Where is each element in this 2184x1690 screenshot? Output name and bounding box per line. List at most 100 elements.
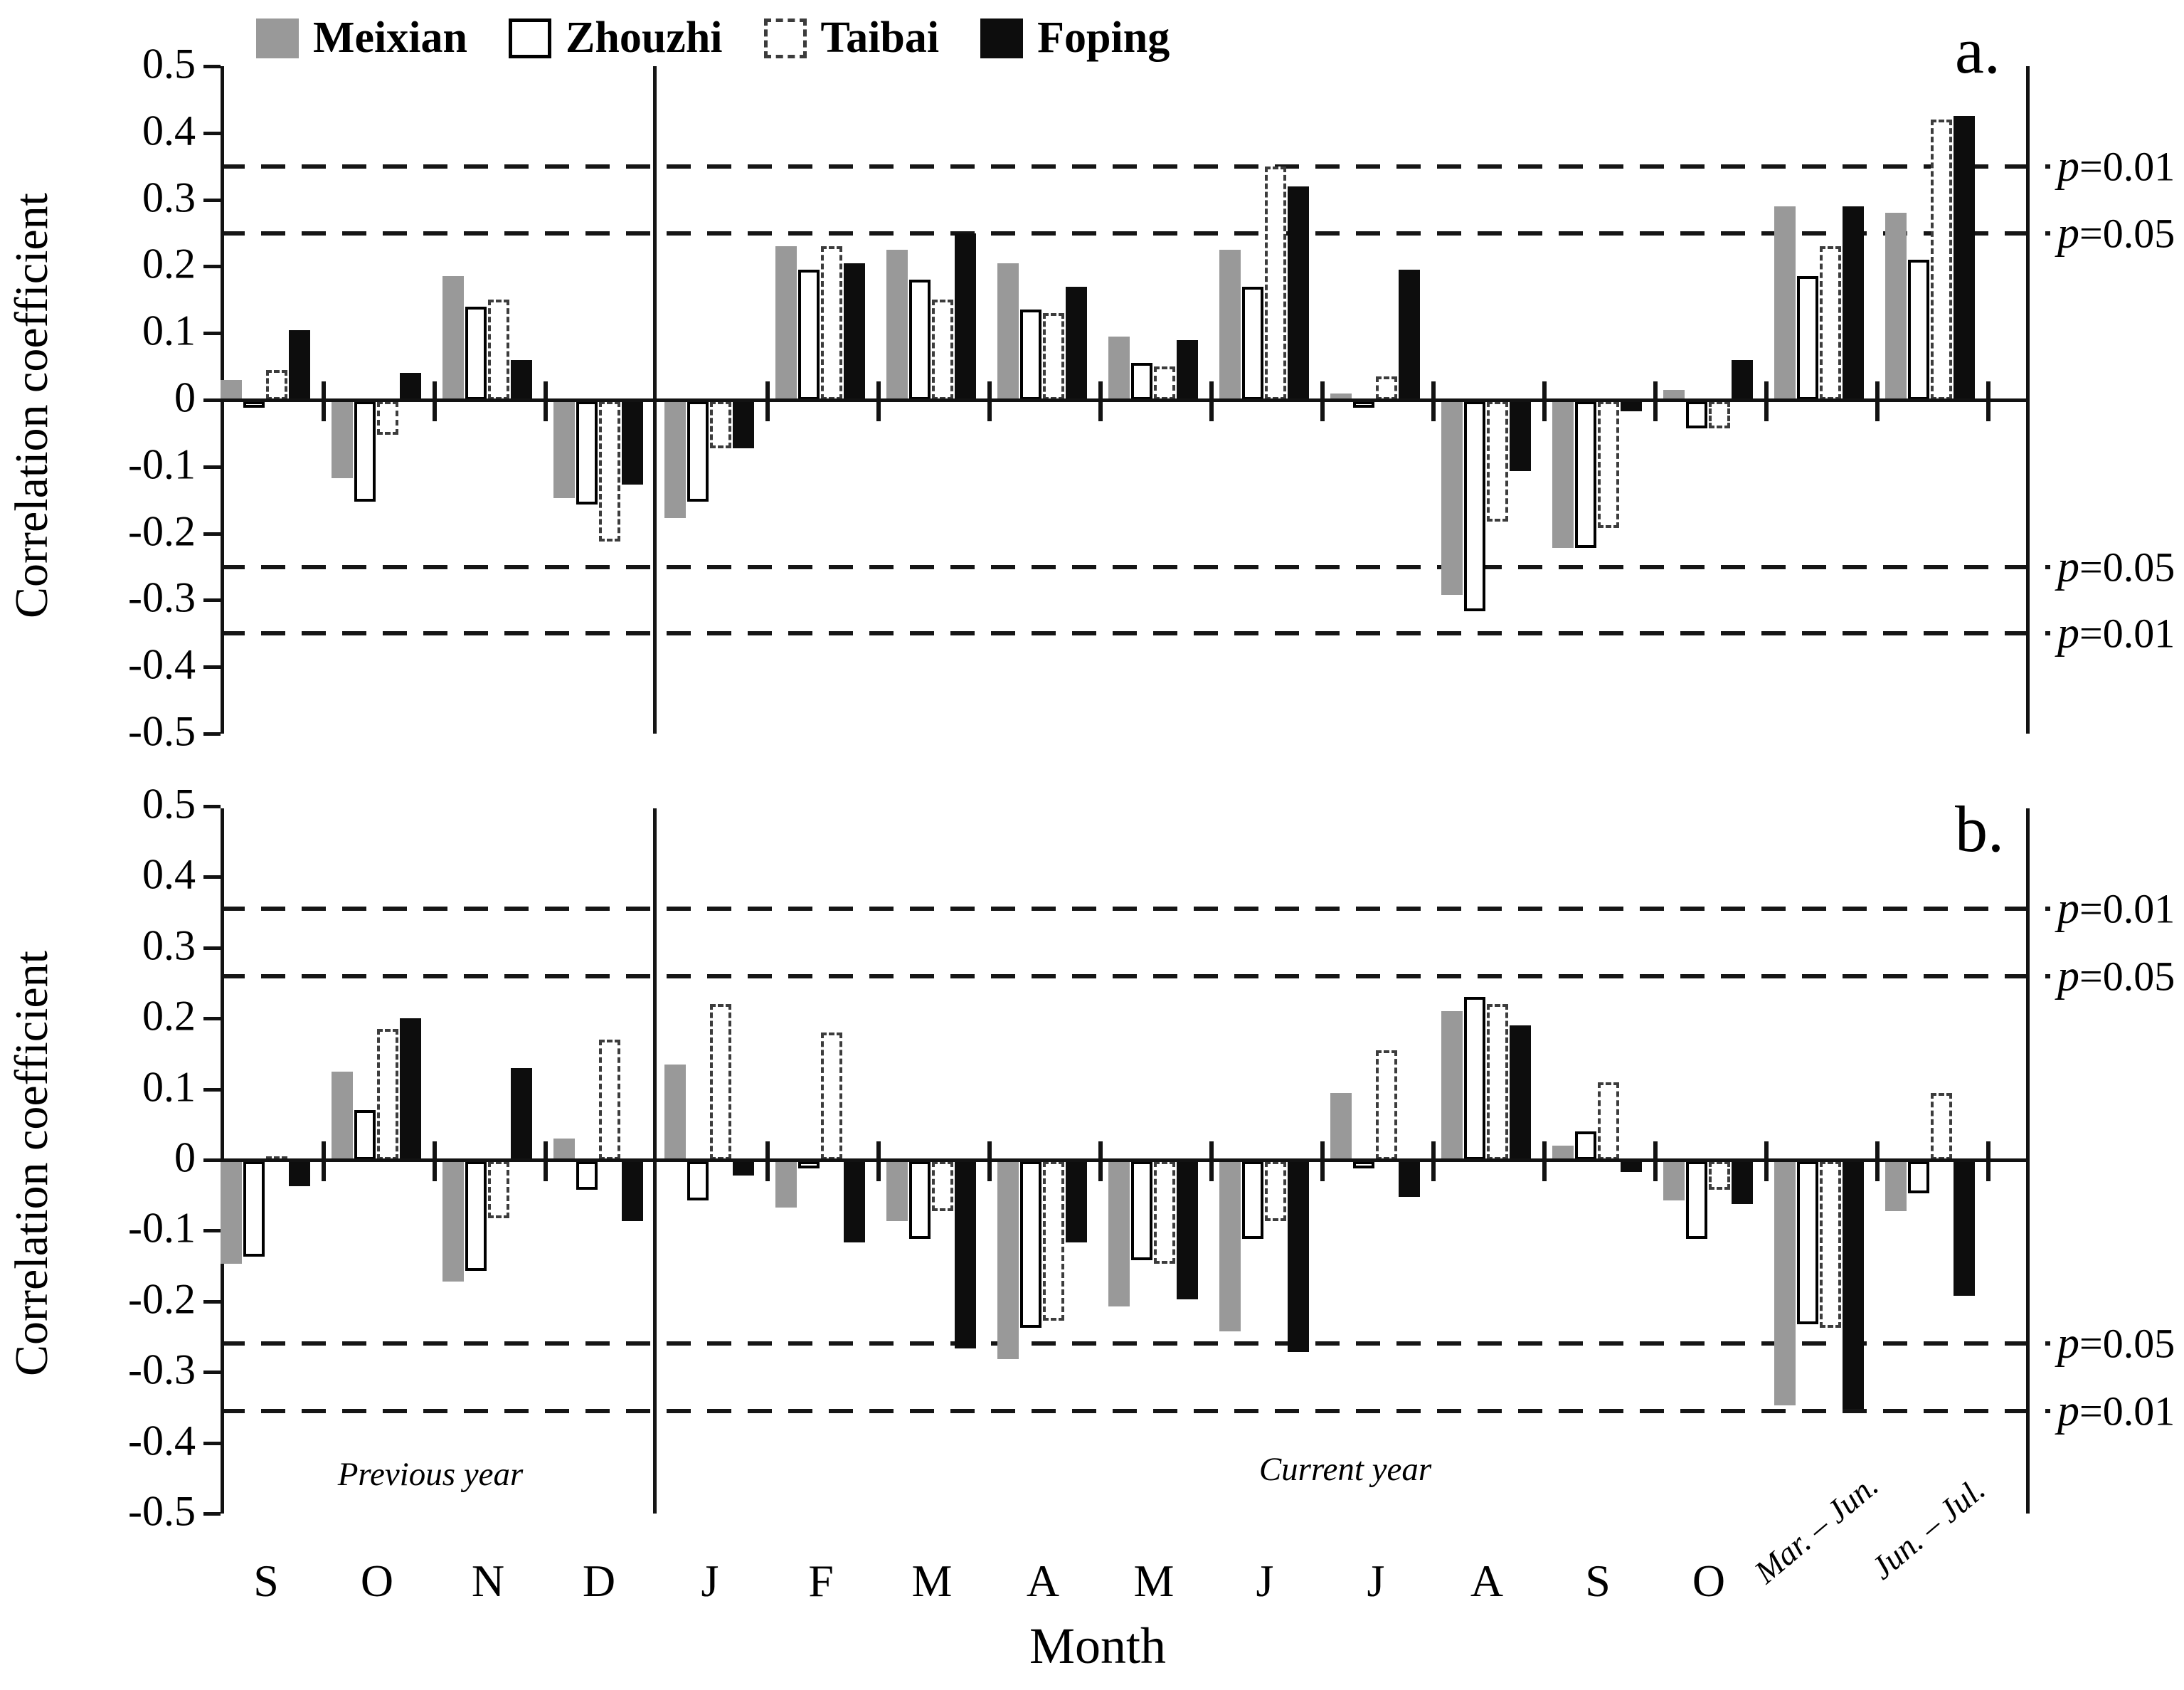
- bar-zhouzhi-M: [1131, 1161, 1152, 1261]
- bar-meixian-J: [1219, 249, 1241, 400]
- bar-zhouzhi-F: [798, 270, 820, 400]
- bar-meixian-J: [664, 1064, 686, 1160]
- bar-meixian-A: [1441, 401, 1463, 596]
- x-axis-group-tick: [1098, 1141, 1103, 1181]
- y-axis-tick-label: 0.5: [142, 780, 196, 828]
- bar-meixian-O: [332, 401, 353, 478]
- bar-zhouzhi-O: [1686, 1161, 1707, 1240]
- bar-meixian-D: [553, 401, 575, 498]
- y-axis-tick-label: 0.3: [142, 174, 196, 221]
- bar-foping-O: [400, 373, 421, 400]
- y-axis-tick: [203, 1371, 221, 1375]
- bar-foping-Jun. – Jul.: [1954, 1161, 1975, 1296]
- bar-meixian-N: [442, 276, 464, 400]
- y-axis-tick-label: -0.1: [128, 1205, 196, 1252]
- bar-taibai-O: [1709, 401, 1730, 428]
- bar-zhouzhi-O: [1686, 401, 1707, 428]
- bar-taibai-M: [1154, 1161, 1175, 1264]
- white-solid-outline-square-icon: [508, 18, 551, 58]
- bar-meixian-Jun. – Jul.: [1885, 1161, 1907, 1211]
- y-axis-tick-label: -0.2: [128, 507, 196, 555]
- x-axis-group-tick: [1209, 381, 1214, 421]
- legend-item-foping: Foping: [980, 13, 1170, 63]
- y-axis-tick-label: -0.3: [128, 574, 196, 622]
- bar-zhouzhi-S: [1575, 401, 1596, 549]
- y-axis-tick: [203, 875, 221, 880]
- bar-meixian-M: [886, 249, 908, 400]
- p-value-label: p=0.05: [2057, 542, 2175, 591]
- bar-foping-A: [1510, 1025, 1531, 1160]
- bar-taibai-S: [1598, 401, 1619, 529]
- significance-line-p05: [221, 973, 2050, 978]
- bar-zhouzhi-J: [687, 1161, 709, 1200]
- bar-meixian-S: [1552, 1146, 1574, 1160]
- panel-b-letter: b.: [1955, 793, 2004, 865]
- legend-item-zhouzhi: Zhouzhi: [508, 13, 723, 63]
- bar-taibai-A: [1487, 401, 1508, 522]
- bar-meixian-A: [997, 1161, 1019, 1360]
- bar-foping-Mar. – Jun.: [1843, 1161, 1864, 1409]
- bar-zhouzhi-D: [576, 401, 598, 505]
- bar-meixian-F: [775, 246, 797, 400]
- bar-taibai-O: [377, 1029, 398, 1160]
- bar-meixian-J: [1330, 1092, 1352, 1160]
- bar-zhouzhi-S: [1575, 1131, 1596, 1160]
- bar-foping-D: [622, 1161, 643, 1222]
- x-axis-group-tick: [1431, 1141, 1436, 1181]
- significance-line-p05: [221, 1341, 2050, 1346]
- bar-zhouzhi-N: [465, 306, 487, 400]
- bar-taibai-S: [266, 369, 287, 400]
- x-axis-group-tick: [1320, 381, 1325, 421]
- bar-foping-M: [955, 233, 976, 400]
- y-axis-tick: [203, 1229, 221, 1233]
- x-axis-group-tick: [544, 1141, 548, 1181]
- white-dashed-outline-square-icon: [763, 18, 807, 58]
- x-axis-month-label: J: [701, 1556, 719, 1606]
- bar-meixian-O: [332, 1071, 353, 1160]
- bar-foping-S: [289, 1161, 310, 1186]
- bar-foping-J: [1399, 270, 1420, 400]
- y-axis-tick-label: 0.4: [142, 107, 196, 154]
- bar-taibai-N: [488, 300, 509, 400]
- bar-taibai-D: [599, 401, 620, 542]
- x-axis-title: Month: [1029, 1617, 1167, 1674]
- y-axis-tick-label: 0.4: [142, 851, 196, 899]
- y-axis-tick-label: 0: [174, 1134, 196, 1181]
- bar-zhouzhi-A: [1020, 310, 1041, 400]
- y-axis-tick: [203, 946, 221, 950]
- bar-taibai-S: [1598, 1082, 1619, 1160]
- bar-taibai-O: [1709, 1161, 1730, 1190]
- bar-foping-M: [955, 1161, 976, 1349]
- x-axis-month-label: M: [1133, 1556, 1175, 1606]
- x-axis-month-label: M: [911, 1556, 953, 1606]
- bar-foping-F: [844, 1161, 865, 1243]
- p-value-label: p=0.01: [2057, 142, 2175, 191]
- significance-line-p01: [221, 164, 2050, 169]
- y-axis-tick: [203, 265, 221, 269]
- y-axis-tick: [203, 65, 221, 68]
- y-axis-title-panel-a: Correlation coefficient: [6, 192, 58, 619]
- bar-taibai-N: [488, 1161, 509, 1218]
- bar-taibai-F: [821, 246, 842, 400]
- bar-zhouzhi-Mar. – Jun.: [1797, 1161, 1818, 1324]
- bar-meixian-S: [1552, 401, 1574, 549]
- x-axis-month-label: O: [1692, 1556, 1726, 1606]
- bar-meixian-O: [1663, 1161, 1685, 1200]
- y-axis-tick-label: -0.3: [128, 1346, 196, 1393]
- y-axis-tick: [203, 131, 221, 135]
- x-axis-group-tick: [1653, 1141, 1658, 1181]
- y-axis-tick: [203, 665, 221, 670]
- p-value-label: p=0.01: [2057, 884, 2175, 933]
- y-axis-tick-label: -0.4: [128, 1417, 196, 1464]
- x-axis-month-label: A: [1026, 1556, 1060, 1606]
- legend-label: Taibai: [820, 14, 940, 62]
- bar-meixian-S: [221, 379, 242, 400]
- legend: Meixian Zhouzhi Taibai Foping: [256, 13, 1211, 63]
- bar-taibai-J: [1265, 1161, 1286, 1222]
- x-axis-zero-line: [221, 398, 2030, 402]
- y-axis-tick: [203, 1087, 221, 1092]
- p-value-label: p=0.01: [2057, 608, 2175, 657]
- x-axis-group-tick: [765, 1141, 770, 1181]
- bar-meixian-M: [886, 1161, 908, 1222]
- x-axis-group-tick: [987, 381, 992, 421]
